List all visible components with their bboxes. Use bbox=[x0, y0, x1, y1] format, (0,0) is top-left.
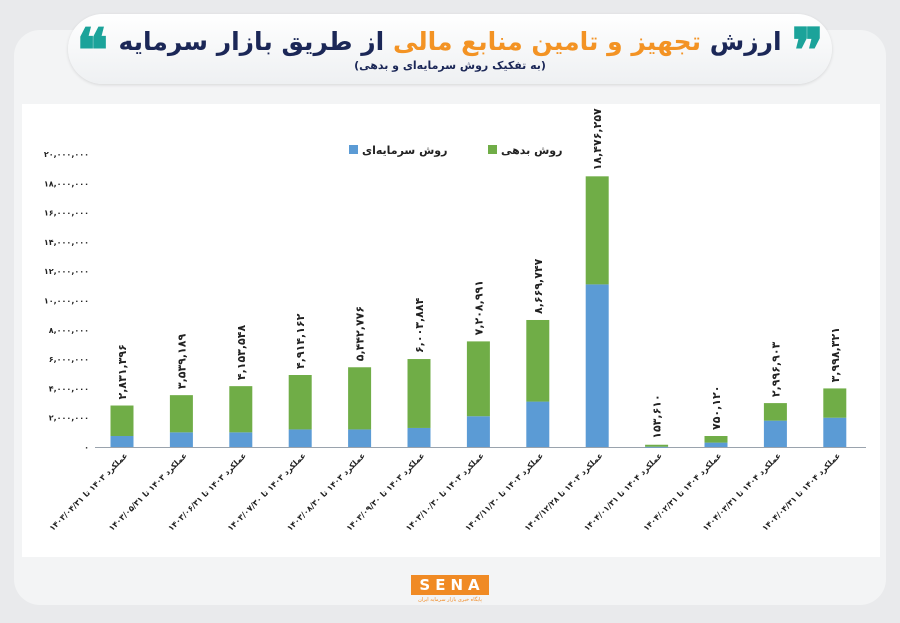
bar-segment-debt bbox=[585, 176, 609, 285]
bar-segment-debt bbox=[110, 405, 134, 437]
y-tick-label: ۱۸,۰۰۰,۰۰۰ bbox=[44, 179, 89, 188]
y-tick-label: ۱۰,۰۰۰,۰۰۰ bbox=[44, 297, 89, 306]
data-label: ۵,۴۴۲,۷۷۶ bbox=[354, 306, 367, 361]
bar-segment-debt bbox=[348, 367, 372, 430]
bar-segment-debt bbox=[466, 341, 490, 417]
bar-segment-debt bbox=[229, 386, 253, 433]
y-tick-label: ۸,۰۰۰,۰۰۰ bbox=[49, 326, 89, 335]
legend-label: روش سرمایه‌ای bbox=[362, 144, 447, 157]
bar-segment-equity bbox=[526, 401, 550, 447]
chart-title: ارزش تجهیز و تامین منابع مالی از طریق با… bbox=[118, 26, 781, 58]
bar-segment-equity bbox=[466, 416, 490, 447]
legend-swatch bbox=[349, 145, 358, 154]
title-block: ارزش تجهیز و تامین منابع مالی از طریق با… bbox=[118, 26, 781, 72]
bar-segment-debt bbox=[823, 388, 847, 418]
bar-segment-debt bbox=[288, 375, 312, 430]
y-tick-label: ۶,۰۰۰,۰۰۰ bbox=[49, 355, 89, 364]
logo-text: SENA bbox=[411, 575, 489, 595]
title-part2: از طریق بازار سرمایه bbox=[118, 27, 385, 56]
bar-segment-equity bbox=[645, 446, 669, 448]
bar-segment-equity bbox=[704, 442, 728, 447]
data-label: ۳,۵۳۹,۱۸۹ bbox=[175, 334, 188, 390]
data-label: ۲,۸۳۱,۳۹۶ bbox=[116, 344, 129, 399]
title-highlight: تجهیز و تامین منابع مالی bbox=[392, 27, 701, 56]
bar-segment-equity bbox=[110, 436, 134, 447]
data-label: ۶,۰۰۳,۸۸۴ bbox=[413, 297, 426, 353]
chart-subtitle: (به تفکیک روش سرمایه‌ای و بدهی) bbox=[354, 59, 546, 72]
y-tick-label: ۲۰,۰۰۰,۰۰۰ bbox=[44, 150, 89, 159]
quote-open-icon: ❝ bbox=[76, 16, 109, 86]
y-tick-label: ۴,۰۰۰,۰۰۰ bbox=[49, 384, 89, 393]
data-label: ۴,۱۵۳,۵۴۸ bbox=[235, 325, 248, 381]
bar-segment-equity bbox=[585, 284, 609, 447]
bar-segment-debt bbox=[407, 359, 431, 428]
data-label: ۱۸,۴۷۶,۲۵۷ bbox=[591, 108, 604, 170]
data-label: ۳,۹۹۸,۳۲۱ bbox=[829, 327, 842, 382]
bar-segment-debt bbox=[169, 395, 193, 433]
bar-segment-debt bbox=[763, 403, 787, 421]
bar-segment-equity bbox=[823, 417, 847, 447]
data-label: ۲,۹۹۶,۹۰۳ bbox=[769, 341, 782, 397]
bar-segment-debt bbox=[645, 444, 669, 447]
logo-subtitle: پایگاه خبری بازار سرمایه ایران bbox=[418, 597, 482, 603]
bar-segment-equity bbox=[407, 427, 431, 447]
data-label: ۱۵۳,۶۱۰ bbox=[651, 394, 664, 438]
plot-area bbox=[22, 104, 880, 557]
bar-segment-debt bbox=[704, 436, 728, 443]
data-label: ۴,۹۱۴,۱۶۲ bbox=[294, 313, 307, 369]
data-label: ۸,۶۶۹,۷۴۷ bbox=[532, 258, 545, 314]
y-tick-label: ۲,۰۰۰,۰۰۰ bbox=[49, 414, 89, 423]
data-label: ۷,۲۰۸,۹۹۱ bbox=[472, 280, 485, 335]
y-tick-label: ۰ bbox=[84, 443, 89, 452]
y-tick-label: ۱۴,۰۰۰,۰۰۰ bbox=[44, 238, 89, 247]
bar-segment-equity bbox=[288, 429, 312, 447]
y-tick-label: ۱۶,۰۰۰,۰۰۰ bbox=[44, 209, 89, 218]
quote-close-icon: ❞ bbox=[791, 16, 824, 86]
bar-segment-debt bbox=[526, 319, 550, 402]
bar-segment-equity bbox=[229, 432, 253, 447]
bar-segment-equity bbox=[169, 432, 193, 447]
sena-logo: SENA پایگاه خبری بازار سرمایه ایران bbox=[400, 575, 500, 615]
bar-segment-equity bbox=[763, 420, 787, 447]
y-tick-label: ۱۲,۰۰۰,۰۰۰ bbox=[44, 267, 89, 276]
title-banner: ❝ ارزش تجهیز و تامین منابع مالی از طریق … bbox=[68, 14, 832, 84]
bar-segment-equity bbox=[348, 429, 372, 447]
legend-swatch bbox=[488, 145, 497, 154]
legend-label: روش بدهی bbox=[501, 144, 562, 157]
title-part1: ارزش bbox=[709, 27, 782, 56]
data-label: ۷۵۰,۱۲۰ bbox=[710, 386, 723, 430]
